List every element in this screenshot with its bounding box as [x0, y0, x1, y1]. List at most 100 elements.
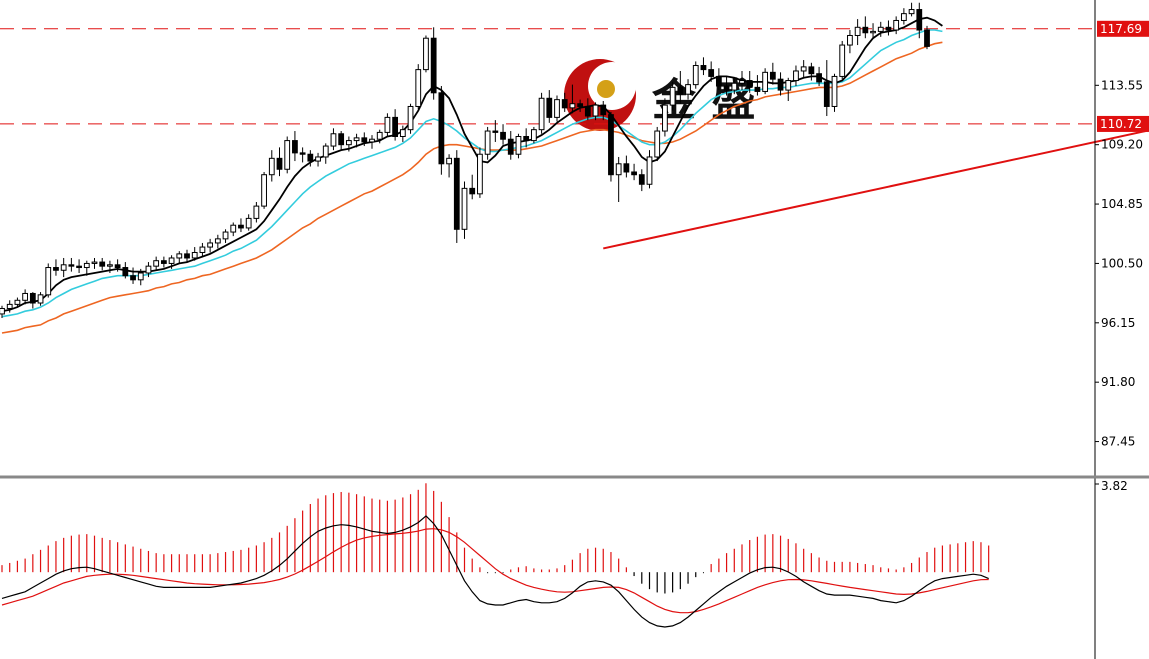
candle-bear — [361, 137, 368, 143]
candle-bull — [477, 153, 483, 195]
candle-bear — [122, 267, 129, 277]
candle-bull — [423, 37, 429, 71]
candle-bear — [816, 73, 822, 83]
candle-bear — [453, 157, 460, 230]
candle-bull — [14, 299, 21, 305]
candle-bull — [376, 131, 383, 140]
candle-bull — [22, 292, 29, 301]
candle-bull — [315, 156, 321, 162]
candle-bull — [662, 104, 668, 132]
candle-bear — [114, 264, 121, 269]
candle-bear — [631, 171, 637, 176]
candle-bull — [484, 130, 491, 155]
candle-bear — [769, 71, 776, 80]
macd-signal-line — [1, 528, 989, 614]
candle-bull — [739, 80, 745, 84]
price-tag-label: 117.69 — [1100, 22, 1142, 36]
candle-bear — [130, 275, 136, 281]
candle-bear — [492, 130, 499, 133]
candle-bull — [685, 84, 691, 95]
candle-bull — [214, 238, 221, 244]
candle-bull — [245, 217, 252, 229]
candle-bear — [76, 265, 82, 269]
candle-bear — [299, 152, 306, 155]
price-tick-label: 91.80 — [1101, 375, 1135, 389]
candle-bull — [415, 69, 422, 107]
candle-bull — [731, 82, 738, 91]
candle-bear — [677, 86, 684, 95]
candle-bear — [29, 292, 36, 304]
candlesticks — [0, 2, 930, 319]
candle-bear — [600, 104, 607, 116]
candle-bull — [37, 294, 44, 304]
candle-bull — [900, 13, 907, 21]
price-tick-label: 109.20 — [1101, 138, 1143, 152]
candle-bull — [461, 187, 468, 230]
candle-bear — [862, 26, 869, 34]
candle-bull — [554, 99, 560, 118]
candle-bear — [608, 114, 614, 176]
candle-bull — [569, 103, 576, 109]
candle-bear — [500, 131, 506, 140]
candle-bull — [793, 70, 799, 82]
candle-bear — [924, 29, 930, 47]
candle-bear — [916, 9, 923, 31]
candle-bear — [99, 261, 106, 267]
candle-bear — [561, 99, 568, 109]
candle-bull — [908, 9, 915, 15]
candle-bull — [191, 252, 198, 259]
horizontal-levels[interactable] — [0, 28, 1095, 125]
candle-bear — [53, 267, 59, 271]
candle-bull — [137, 272, 144, 281]
candle-bear — [276, 157, 283, 170]
candle-bull — [399, 129, 406, 137]
candle-bull — [530, 129, 537, 142]
watermark: 金 盛 — [564, 59, 755, 131]
candle-bull — [176, 253, 183, 259]
candle-bull — [0, 307, 5, 315]
price-tag-label: 110.72 — [1100, 117, 1142, 131]
price-tick-label: 104.85 — [1101, 197, 1143, 211]
trendline-group[interactable] — [603, 53, 1149, 250]
macd-main-line — [1, 515, 989, 628]
candle-bear — [507, 138, 514, 155]
candle-bull — [592, 104, 599, 117]
candle-bull — [230, 224, 237, 233]
watermark-text: 金 盛 — [651, 75, 755, 126]
candle-bear — [584, 105, 591, 117]
price-tick-label: 96.15 — [1101, 316, 1135, 330]
candle-bull — [45, 267, 52, 296]
candle-bull — [330, 133, 337, 147]
candle-bull — [322, 145, 329, 158]
logo-icon — [564, 59, 636, 131]
candle-bear — [238, 224, 244, 229]
candle-bull — [145, 265, 152, 274]
candle-bull — [91, 261, 98, 264]
candle-bull — [261, 174, 267, 207]
candle-bear — [777, 78, 784, 91]
candle-bear — [546, 97, 553, 118]
candle-bear — [708, 69, 715, 77]
candle-bull — [785, 80, 792, 91]
candle-bull — [446, 157, 452, 165]
candle-bull — [515, 135, 522, 155]
price-tick-label: 113.55 — [1101, 78, 1143, 92]
candle-bear — [823, 81, 830, 107]
candle-bull — [654, 130, 661, 158]
candle-bull — [407, 105, 414, 131]
candle-bull — [207, 242, 214, 248]
candle-bear — [723, 85, 730, 91]
candle-bull — [6, 303, 13, 309]
candle-bull — [538, 97, 545, 131]
candle-bear — [430, 37, 437, 94]
candle-bear — [338, 133, 345, 146]
candle-bull — [153, 260, 160, 267]
candle-bull — [353, 137, 360, 142]
candle-bull — [83, 262, 90, 269]
candle-bear — [292, 140, 298, 154]
candle-bull — [384, 116, 391, 133]
candle-bull — [253, 205, 260, 219]
trendline[interactable] — [603, 53, 1149, 250]
